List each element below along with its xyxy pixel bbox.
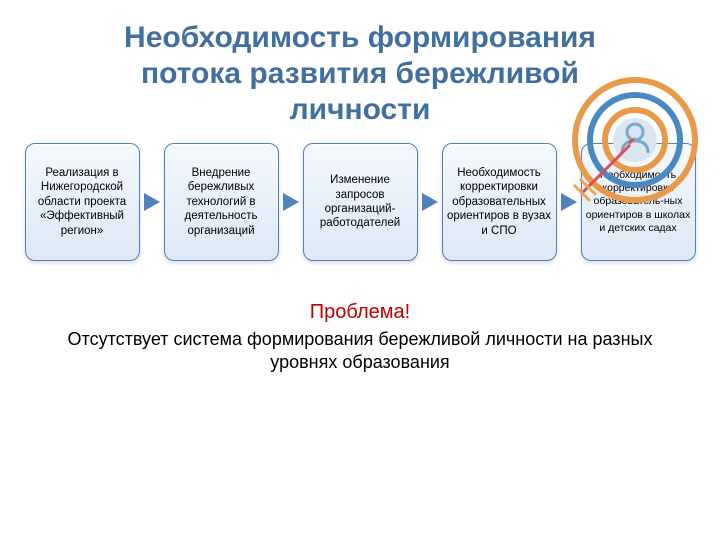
problem-text: Отсутствует система формирования бережли… [40, 328, 680, 375]
problem-block: Проблема! Отсутствует система формирован… [0, 301, 720, 375]
flow-arrow [283, 193, 299, 211]
flow-node-4: Необходимость корректировки образователь… [442, 143, 557, 261]
flow-node-3: Изменение запросов организаций-работодат… [303, 143, 418, 261]
problem-heading: Проблема! [40, 301, 680, 324]
target-icon [570, 75, 700, 205]
flow-arrow [144, 193, 160, 211]
flow-arrow [422, 193, 438, 211]
flow-node-2: Внедрение бережливых технологий в деятел… [164, 143, 279, 261]
flow-node-1: Реализация в Нижегородской области проек… [25, 143, 140, 261]
